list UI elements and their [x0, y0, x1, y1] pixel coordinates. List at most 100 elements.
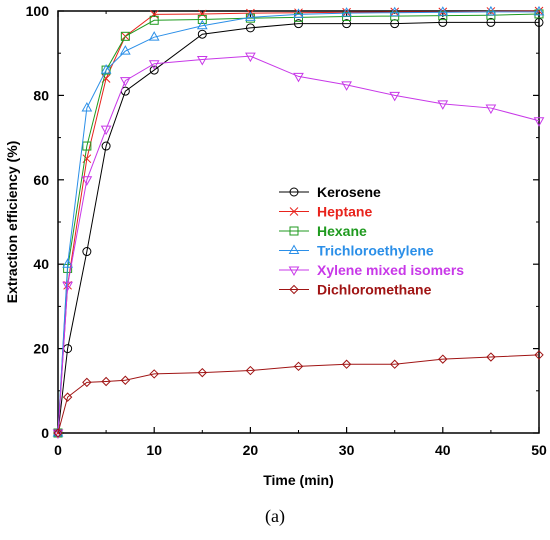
data-point-xylene-mixed-isomers — [389, 91, 401, 102]
series-line-hexane — [57, 13, 540, 434]
y-tick-label: 0 — [41, 425, 49, 441]
data-point-kerosene — [438, 17, 448, 27]
data-point-trichloroethylene — [52, 426, 64, 437]
data-point-trichloroethylene — [100, 64, 112, 74]
data-point-heptane — [197, 9, 207, 19]
data-point-trichloroethylene — [533, 5, 545, 16]
y-tick-label: 20 — [33, 341, 49, 357]
data-point-dichloromethane — [120, 375, 131, 385]
data-point-dichloromethane — [245, 365, 256, 376]
legend-label: Hexane — [317, 223, 367, 239]
data-point-trichloroethylene — [62, 258, 73, 268]
y-tick-label: 100 — [26, 3, 50, 19]
legend-label: Kerosene — [317, 184, 381, 200]
data-point-xylene-mixed-isomers — [81, 176, 93, 186]
y-tick-label: 60 — [33, 172, 49, 188]
legend-marker — [288, 266, 300, 277]
data-point-dichloromethane — [486, 352, 496, 362]
x-tick-label: 30 — [339, 442, 355, 458]
series-line-xylene-mixed-isomers — [57, 55, 540, 434]
data-point-kerosene — [294, 19, 303, 29]
data-point-hexane — [149, 15, 159, 25]
data-point-hexane — [120, 31, 130, 41]
legend-label: Xylene mixed isomers — [317, 262, 464, 278]
data-point-xylene-mixed-isomers — [100, 125, 112, 136]
data-point-trichloroethylene — [293, 8, 304, 18]
data-point-trichloroethylene — [119, 45, 131, 55]
data-point-trichloroethylene — [196, 19, 208, 30]
data-point-xylene-mixed-isomers — [148, 60, 160, 70]
panel-label: (a) — [265, 506, 285, 526]
data-point-heptane — [149, 10, 159, 19]
data-point-dichloromethane — [62, 392, 73, 402]
data-point-xylene-mixed-isomers — [62, 281, 73, 292]
series-heptane — [53, 6, 544, 438]
data-point-dichloromethane — [341, 359, 352, 369]
series-hexane — [53, 9, 544, 438]
x-tick-label: 10 — [146, 442, 162, 458]
data-point-kerosene — [245, 23, 255, 33]
legend-item-dichloromethane: Dichloromethane — [279, 282, 432, 298]
x-tick-label: 50 — [531, 442, 547, 458]
data-point-kerosene — [101, 141, 111, 151]
data-point-trichloroethylene — [341, 7, 352, 17]
y-tick-label: 40 — [33, 256, 49, 272]
series-line-dichloromethane — [57, 354, 540, 434]
data-point-xylene-mixed-isomers — [196, 56, 208, 66]
legend-label: Dichloromethane — [317, 282, 432, 298]
data-point-xylene-mixed-isomers — [245, 52, 256, 63]
data-point-heptane — [294, 8, 303, 18]
data-point-xylene-mixed-isomers — [52, 429, 64, 440]
legend: Kerosene Heptane Hexane Trichloroethylene Xy… — [279, 184, 464, 298]
x-tick-label: 20 — [243, 442, 259, 458]
x-tick-label: 40 — [435, 442, 451, 458]
data-point-trichloroethylene — [485, 5, 497, 16]
x-tick-label: 0 — [54, 442, 62, 458]
data-point-xylene-mixed-isomers — [485, 104, 497, 115]
legend-item-hexane: Hexane — [279, 223, 367, 239]
data-point-kerosene — [197, 29, 207, 39]
legend-marker — [289, 187, 299, 197]
data-point-kerosene — [342, 19, 352, 29]
data-point-dichloromethane — [101, 376, 111, 387]
data-point-kerosene — [82, 247, 92, 257]
data-point-hexane — [82, 141, 92, 151]
series-layer — [52, 5, 545, 440]
data-point-dichloromethane — [197, 367, 208, 378]
legend-marker — [289, 284, 299, 295]
legend-item-trichloroethylene: Trichloroethylene — [279, 243, 434, 259]
data-point-dichloromethane — [293, 361, 304, 372]
data-point-xylene-mixed-isomers — [437, 100, 449, 110]
y-tick-label: 80 — [33, 87, 49, 103]
data-point-trichloroethylene — [148, 31, 160, 41]
y-axis-title: Extraction efficiency (%) — [4, 141, 20, 304]
data-point-dichloromethane — [438, 354, 448, 364]
legend-item-heptane: Heptane — [279, 204, 372, 220]
series-line-kerosene — [57, 21, 539, 434]
data-point-xylene-mixed-isomers — [533, 117, 545, 127]
data-point-dichloromethane — [389, 359, 400, 369]
data-point-dichloromethane — [53, 428, 63, 438]
data-point-trichloroethylene — [245, 11, 256, 21]
legend-marker — [289, 207, 299, 216]
data-point-hexane — [197, 14, 207, 24]
axes-layer: 0 10 20 30 40 50 0 20 40 60 80 100 Time (min) Extract… — [4, 3, 547, 488]
series-xylene-mixed-isomers — [52, 52, 545, 440]
data-point-trichloroethylene — [437, 6, 449, 16]
data-point-kerosene — [486, 17, 496, 27]
legend-label: Heptane — [317, 204, 372, 220]
data-point-xylene-mixed-isomers — [119, 77, 131, 87]
legend-marker — [288, 244, 300, 254]
data-point-trichloroethylene — [81, 102, 93, 112]
data-point-trichloroethylene — [389, 6, 401, 17]
data-point-xylene-mixed-isomers — [341, 81, 352, 91]
data-point-dichloromethane — [534, 350, 544, 360]
series-trichloroethylene — [52, 5, 545, 437]
series-line-trichloroethylene — [57, 11, 539, 434]
legend-item-xylene-mixed-isomers: Xylene mixed isomers — [279, 262, 464, 278]
data-point-xylene-mixed-isomers — [293, 72, 304, 83]
data-point-dichloromethane — [149, 369, 159, 379]
legend-marker — [289, 226, 299, 236]
